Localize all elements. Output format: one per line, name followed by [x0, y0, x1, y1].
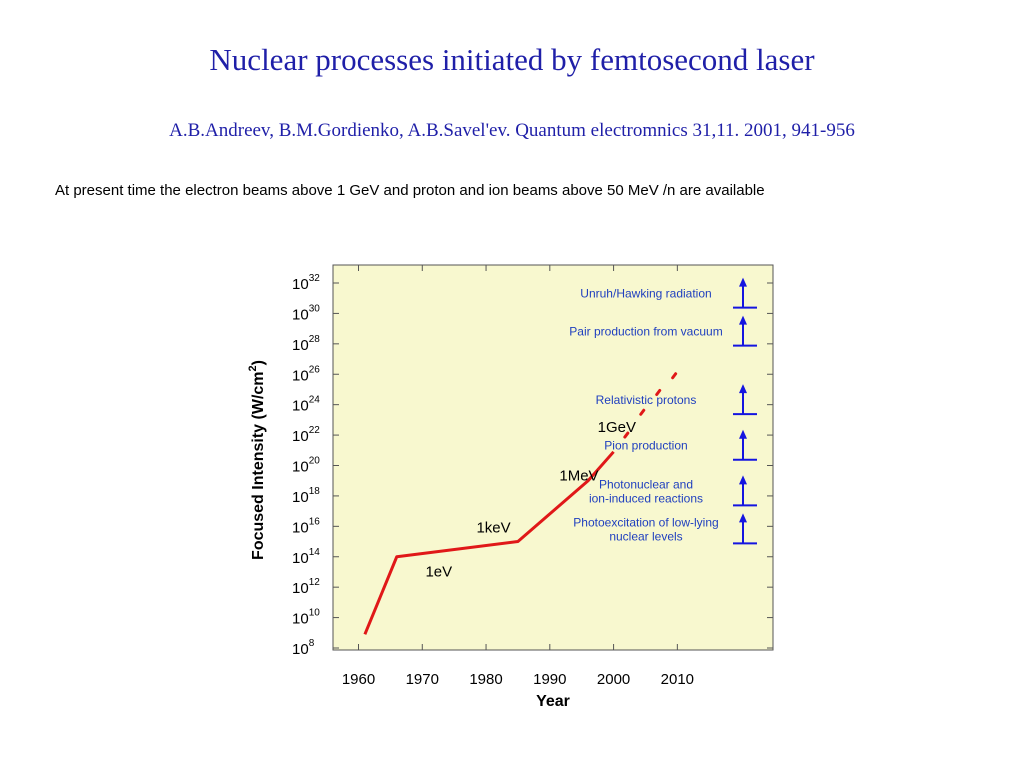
intensity-series-line — [363, 450, 615, 635]
projection-point — [671, 372, 678, 380]
projection-point — [655, 389, 662, 396]
point-labels: 1eV 1keV 1MeV 1GeV — [425, 419, 636, 580]
arrow-up-icon — [739, 277, 747, 287]
slide-note: At present time the electron beams above… — [55, 182, 765, 199]
arrow-up-icon — [739, 315, 747, 325]
y-tick-label: 1018 — [292, 486, 320, 506]
threshold-label: nuclear levels — [609, 529, 682, 543]
y-tick-label: 1014 — [292, 547, 320, 567]
y-tick-label: 1022 — [292, 425, 320, 445]
threshold-label: Pair production from vacuum — [569, 325, 722, 339]
threshold-label: Photoexcitation of low-lying — [573, 515, 718, 529]
y-tick-label: 1030 — [292, 303, 320, 323]
y-axis-label: Focused Intensity (W/cm2) — [247, 360, 267, 560]
x-tick-label: 2000 — [597, 671, 630, 688]
y-tick-label: 1010 — [292, 608, 320, 628]
y-tick-label: 1016 — [292, 516, 320, 536]
y-tick-label: 1020 — [292, 456, 320, 476]
y-tick-label: 1012 — [292, 577, 320, 597]
slide-reference: A.B.Andreev, B.M.Gordienko, A.B.Savel'ev… — [169, 120, 855, 141]
y-tick-label: 1028 — [292, 334, 320, 354]
threshold-label: Photonuclear and — [599, 477, 693, 491]
x-axis: 1960 1970 1980 1990 2000 2010 — [342, 265, 694, 688]
projection-point — [639, 408, 646, 416]
x-axis-label: Year — [536, 693, 570, 710]
threshold-label: Relativistic protons — [596, 393, 697, 407]
arrow-up-icon — [739, 513, 747, 523]
series-layer — [363, 372, 678, 635]
x-tick-label: 1960 — [342, 671, 375, 688]
energy-label: 1GeV — [598, 419, 636, 436]
y-tick-label: 108 — [292, 638, 315, 658]
y-tick-label: 1032 — [292, 273, 320, 293]
energy-label: 1MeV — [559, 468, 598, 485]
arrow-up-icon — [739, 475, 747, 485]
threshold-label: ion-induced reactions — [589, 491, 703, 505]
threshold-label: Unruh/Hawking radiation — [580, 287, 711, 301]
y-tick-label: 1024 — [292, 395, 320, 415]
x-tick-label: 2010 — [661, 671, 694, 688]
arrow-up-icon — [739, 384, 747, 394]
plot-area — [332, 264, 774, 651]
threshold-label: Pion production — [604, 439, 687, 453]
threshold-annotations: Unruh/Hawking radiation Pair production f… — [569, 277, 757, 545]
x-tick-label: 1990 — [533, 671, 566, 688]
energy-label: 1keV — [476, 519, 510, 536]
x-tick-label: 1980 — [469, 671, 502, 688]
projection-point — [623, 431, 630, 439]
y-tick-label: 1026 — [292, 364, 320, 384]
x-tick-label: 1970 — [406, 671, 439, 688]
slide-title: Nuclear processes initiated by femtoseco… — [209, 42, 815, 77]
arrow-up-icon — [739, 429, 747, 439]
energy-label: 1eV — [425, 564, 452, 581]
